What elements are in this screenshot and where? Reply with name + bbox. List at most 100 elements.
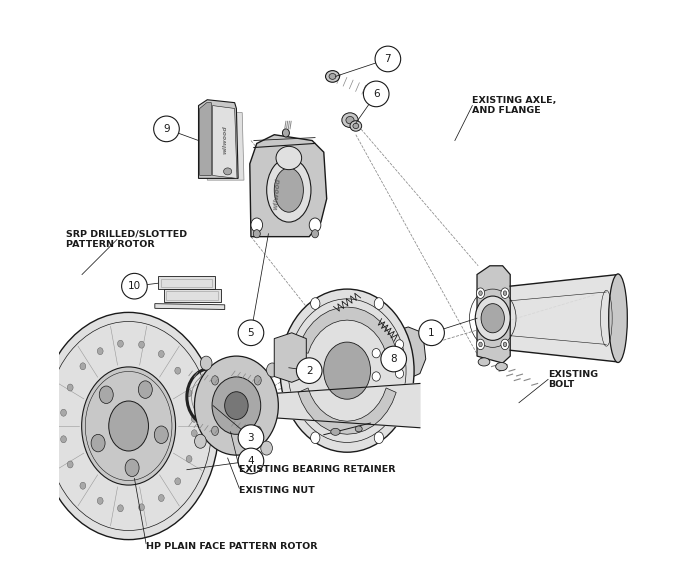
Text: EXISTING BEARING RETAINER: EXISTING BEARING RETAINER: [239, 465, 395, 474]
Text: SRP DRILLED/SLOTTED
PATTERN ROTOR: SRP DRILLED/SLOTTED PATTERN ROTOR: [66, 230, 187, 249]
Ellipse shape: [481, 304, 505, 333]
Circle shape: [363, 81, 389, 107]
Ellipse shape: [211, 376, 218, 385]
Ellipse shape: [477, 339, 484, 350]
Circle shape: [375, 46, 400, 72]
Text: 7: 7: [384, 54, 391, 64]
Circle shape: [419, 320, 444, 346]
Ellipse shape: [282, 129, 289, 137]
Ellipse shape: [501, 288, 509, 298]
Ellipse shape: [372, 372, 380, 381]
Circle shape: [122, 273, 147, 299]
Polygon shape: [477, 266, 510, 363]
Polygon shape: [249, 384, 420, 427]
Text: 4: 4: [248, 456, 254, 466]
Ellipse shape: [186, 456, 192, 463]
Ellipse shape: [346, 116, 354, 124]
Ellipse shape: [158, 350, 164, 357]
Ellipse shape: [200, 356, 212, 370]
Ellipse shape: [329, 74, 336, 79]
Text: 5: 5: [248, 328, 254, 338]
Ellipse shape: [479, 342, 482, 347]
Text: 6: 6: [373, 89, 379, 99]
Ellipse shape: [395, 369, 404, 378]
Ellipse shape: [195, 356, 279, 455]
Text: wilwood: wilwood: [273, 178, 281, 210]
Ellipse shape: [276, 147, 302, 169]
Circle shape: [238, 448, 264, 474]
Ellipse shape: [274, 168, 303, 212]
Text: HP PLAIN FACE PATTERN ROTOR: HP PLAIN FACE PATTERN ROTOR: [146, 542, 318, 551]
Circle shape: [154, 116, 179, 142]
Ellipse shape: [61, 409, 66, 416]
Ellipse shape: [496, 363, 508, 371]
Polygon shape: [38, 426, 237, 434]
Ellipse shape: [108, 401, 148, 451]
Text: EXISTING
BOLT: EXISTING BOLT: [548, 370, 598, 389]
Ellipse shape: [395, 340, 404, 349]
Polygon shape: [164, 289, 220, 302]
Ellipse shape: [331, 428, 340, 435]
Ellipse shape: [312, 230, 318, 238]
Ellipse shape: [309, 218, 321, 232]
Ellipse shape: [267, 363, 278, 377]
Ellipse shape: [374, 432, 384, 444]
Polygon shape: [298, 307, 396, 353]
Text: 2: 2: [306, 366, 312, 376]
Ellipse shape: [97, 347, 103, 354]
Text: 10: 10: [128, 281, 141, 291]
Ellipse shape: [225, 392, 248, 419]
Ellipse shape: [139, 504, 144, 511]
Ellipse shape: [175, 478, 181, 485]
Ellipse shape: [501, 339, 509, 350]
Polygon shape: [199, 100, 238, 178]
Ellipse shape: [80, 363, 86, 370]
Ellipse shape: [374, 298, 384, 310]
Ellipse shape: [609, 274, 627, 363]
Ellipse shape: [191, 430, 197, 437]
Ellipse shape: [118, 340, 123, 347]
Text: 9: 9: [163, 124, 170, 134]
Circle shape: [296, 358, 322, 384]
Ellipse shape: [211, 426, 218, 436]
Ellipse shape: [99, 386, 113, 404]
Ellipse shape: [372, 349, 380, 358]
Circle shape: [381, 346, 407, 372]
Circle shape: [238, 320, 264, 346]
Text: 8: 8: [391, 354, 397, 364]
Ellipse shape: [154, 426, 168, 443]
Ellipse shape: [82, 367, 176, 485]
Ellipse shape: [254, 426, 261, 436]
Ellipse shape: [91, 434, 105, 452]
Text: EXISTING NUT: EXISTING NUT: [239, 485, 315, 495]
Ellipse shape: [186, 390, 192, 397]
Polygon shape: [250, 135, 327, 237]
Polygon shape: [213, 106, 237, 178]
Ellipse shape: [38, 312, 219, 540]
Ellipse shape: [191, 415, 197, 422]
Ellipse shape: [139, 341, 144, 348]
Polygon shape: [199, 103, 211, 175]
Circle shape: [238, 425, 264, 450]
Ellipse shape: [350, 121, 362, 131]
Ellipse shape: [139, 381, 153, 398]
Ellipse shape: [370, 90, 382, 100]
Ellipse shape: [326, 71, 340, 82]
Ellipse shape: [479, 291, 482, 296]
Ellipse shape: [323, 342, 370, 399]
Polygon shape: [353, 327, 426, 391]
Polygon shape: [158, 276, 215, 289]
Ellipse shape: [503, 291, 507, 296]
Ellipse shape: [311, 298, 320, 310]
Ellipse shape: [175, 367, 181, 374]
Ellipse shape: [212, 377, 260, 434]
Ellipse shape: [158, 495, 164, 502]
Ellipse shape: [353, 123, 358, 128]
Text: EXISTING AXLE,
AND FLANGE: EXISTING AXLE, AND FLANGE: [473, 96, 556, 115]
Polygon shape: [155, 304, 225, 310]
Ellipse shape: [61, 436, 66, 443]
Ellipse shape: [253, 230, 260, 238]
Polygon shape: [207, 113, 244, 180]
Ellipse shape: [475, 296, 510, 340]
Text: 3: 3: [248, 433, 254, 443]
